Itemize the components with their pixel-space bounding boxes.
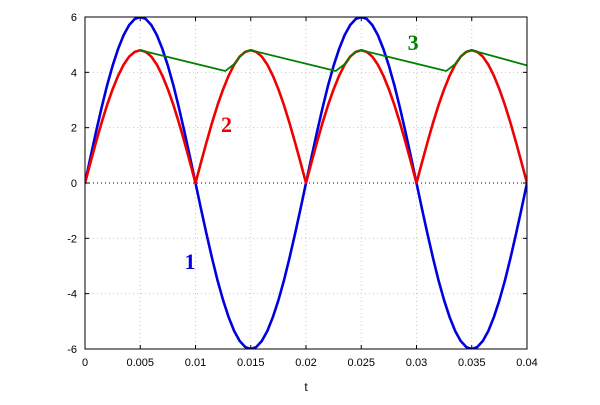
y-tick-label: -4	[67, 289, 77, 301]
y-tick-label: 6	[71, 12, 77, 24]
y-tick-label: 4	[71, 67, 77, 79]
grid	[85, 17, 527, 349]
series-line-2	[85, 48, 527, 185]
y-tick-label: -6	[67, 344, 77, 356]
y-tick-label: -2	[67, 233, 77, 245]
x-tick-label: 0.02	[295, 357, 316, 369]
series-layer	[85, 17, 527, 349]
x-tick-label: 0.03	[406, 357, 427, 369]
x-axis-label: t	[304, 380, 308, 394]
x-tick-label: 0.01	[185, 357, 206, 369]
series-label-1: 1	[184, 249, 195, 274]
x-tick-label: 0	[82, 357, 88, 369]
y-tick-label: 0	[71, 178, 77, 190]
x-tick-label: 0.025	[347, 357, 375, 369]
x-tick-label: 0.04	[516, 357, 537, 369]
tick-labels: 0 0.005 0.01 0.015 0.02 0.025 0.03 0.035 0.04 -6 -…	[67, 12, 537, 369]
series-labels: 1 2 3	[184, 30, 418, 274]
x-tick-label: 0.035	[458, 357, 486, 369]
x-tick-label: 0.015	[237, 357, 265, 369]
series-label-3: 3	[408, 30, 419, 55]
series-line-3	[139, 49, 527, 72]
x-tick-label: 0.005	[126, 357, 154, 369]
y-tick-label: 2	[71, 123, 77, 135]
series-label-2: 2	[221, 112, 232, 137]
